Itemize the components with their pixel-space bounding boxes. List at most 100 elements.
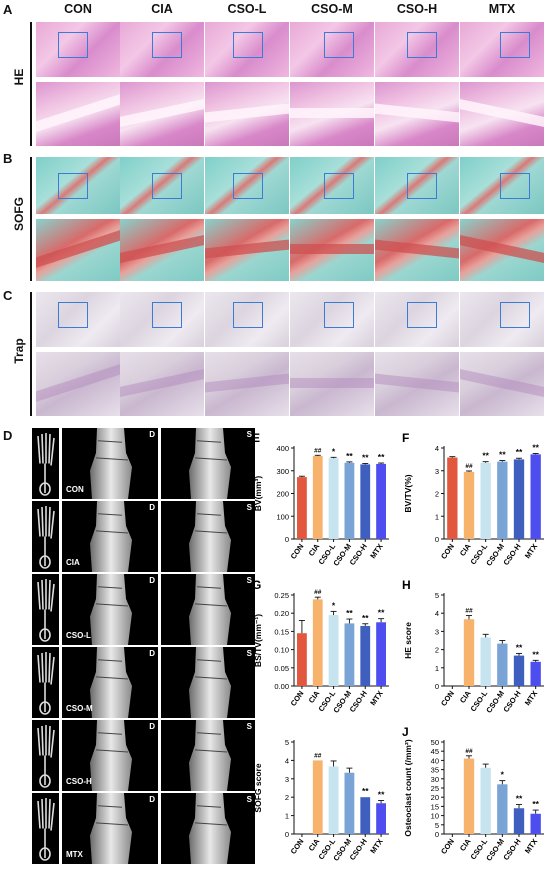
bar-cso-m [344,623,355,686]
ct-view-tag: S [246,795,252,804]
y-axis-label: BS/TV(mm⁻¹) [253,614,263,667]
trap-overview-cso-h [375,292,459,347]
selection-box [407,32,437,58]
column-header-mtx: MTX [488,2,516,16]
significance-mark: ** [362,613,369,623]
ct-view-tag: D [149,430,155,439]
trap-overview-cso-l [205,292,289,347]
ct-foot-mtx [32,793,59,864]
selection-box [58,173,88,199]
ct-group-label-cso-m: CSO-M [66,704,93,713]
y-tick-label: 10 [431,812,439,821]
ct-view-tag: S [246,430,252,439]
he-overview-cso-m [290,22,374,77]
panel-letter-j: J [402,725,409,739]
chart-he-score: HHE score012345CON##CIACSO-LCSO-M**CSO-H… [402,578,544,715]
y-tick-label: 45 [431,747,439,756]
column-header-cso-m: CSO-M [311,2,353,16]
sofg-zoom-cso-m [290,219,374,281]
he-overview-cia [120,22,204,77]
ct-view-tag: D [149,722,155,731]
y-tick-label: 2 [435,646,439,655]
ct-view-tag: S [246,576,252,585]
bone-3d-icon [189,793,231,864]
column-header-cia: CIA [151,2,173,16]
selection-box [233,32,263,58]
bone-3d-icon [90,793,132,864]
significance-mark: ## [465,748,473,755]
x-tick-label: CON [439,689,456,708]
column-header-cso-l: CSO-L [227,2,267,16]
trap-overview-mtx [460,292,544,347]
significance-mark: ** [482,451,489,461]
significance-mark: ** [378,790,385,800]
x-tick-label: CIA [458,542,473,558]
bar-cso-h [360,464,371,539]
bar-mtx [376,622,386,686]
y-tick-label: 0.20 [274,609,289,618]
bar-cso-h [360,797,371,834]
y-tick-label: 0.05 [274,664,289,673]
ct-view-tag: D [149,576,155,585]
bone-3d-icon [90,647,132,718]
y-tick-label: 4 [435,444,439,453]
ct-foot-cia [32,501,59,572]
x-tick-label: MTX [368,542,384,560]
panel-letter-h: H [402,578,411,592]
sofg-zoom-con [36,219,120,281]
y-tick-label: 5 [435,591,439,600]
y-tick-label: 0.15 [274,627,289,636]
ct-dorsal-cso-m: D [62,647,158,718]
significance-mark: ** [378,608,385,618]
sofg-overview-cso-l [205,157,289,214]
tissue-stripe [36,92,120,134]
bar-cso-h [513,459,525,539]
selection-box [324,173,354,199]
y-tick-label: 25 [431,784,439,793]
bar-cso-l [480,767,491,834]
he-overview-cso-h [375,22,459,77]
y-tick-label: 5 [285,738,289,747]
bar-con [447,457,458,539]
bar-cso-h [513,808,525,834]
y-tick-label: 4 [435,609,439,618]
bone-3d-icon [90,428,132,499]
y-tick-label: 300 [276,467,289,476]
bar-cso-m [497,643,508,686]
tissue-stripe [290,378,374,388]
trap-overview-con [36,292,120,347]
ct-side-cso-h: S [161,720,255,791]
x-tick-label: MTX [523,837,539,855]
selection-box [324,32,354,58]
tissue-stripe [205,102,289,124]
y-tick-label: 15 [431,802,439,811]
selection-box [58,302,88,328]
bone-3d-icon [90,501,132,572]
sofg-overview-cso-h [375,157,459,214]
bar-cia [463,619,475,686]
tissue-stripe [205,372,289,394]
bone-3d-icon [189,574,231,645]
panel-letter-b: B [3,151,13,166]
significance-mark: * [501,770,505,780]
x-tick-label: MTX [523,542,539,560]
y-tick-label: 5 [435,821,439,830]
tissue-stripe [460,233,544,265]
significance-mark: ## [314,589,322,596]
bar-cso-h [513,655,525,686]
x-tick-label: CON [289,542,306,561]
trap-overview-cia [120,292,204,347]
he-zoom-con [36,82,120,146]
y-tick-label: 0 [285,830,289,839]
selection-box [152,173,182,199]
he-zoom-mtx [460,82,544,146]
significance-mark: ** [499,450,506,460]
ct-view-tag: S [246,649,252,658]
bar-cso-l [328,458,339,539]
ct-view-tag: S [246,722,252,731]
ct-group-label-cso-h: CSO-H [66,777,92,786]
x-tick-label: CSO-H [501,689,522,714]
ct-view-tag: D [149,503,155,512]
